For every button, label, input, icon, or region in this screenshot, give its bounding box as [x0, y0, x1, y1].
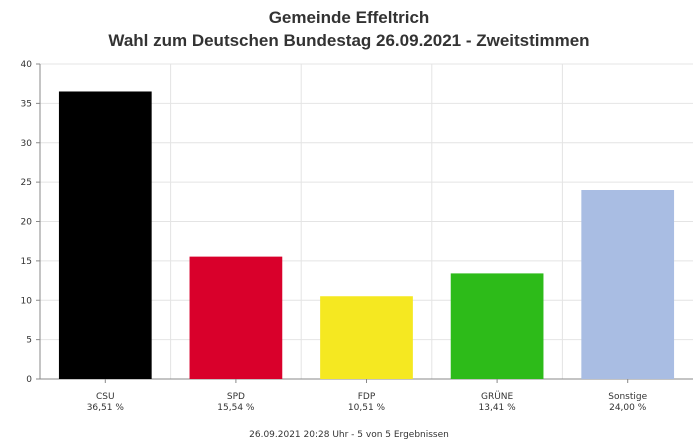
x-tick-label: FDP — [358, 392, 376, 402]
bar-fdp — [320, 296, 413, 379]
x-tick-label: CSU — [96, 392, 115, 402]
y-tick-label: 40 — [21, 60, 33, 70]
bar-percent-label: 36,51 % — [87, 403, 125, 413]
bar-percent-label: 15,54 % — [217, 403, 255, 413]
y-tick-label: 10 — [21, 296, 33, 306]
bar-csu — [58, 91, 152, 379]
y-tick-label: 25 — [21, 178, 32, 188]
chart-title: Gemeinde Effeltrich — [268, 8, 430, 27]
bar-percent-label: 10,51 % — [348, 403, 386, 413]
chart-subtitle: Wahl zum Deutschen Bundestag 26.09.2021 … — [108, 31, 590, 50]
y-tick-label: 5 — [26, 336, 32, 346]
x-tick-label: GRÜNE — [481, 391, 514, 402]
y-tick-label: 0 — [26, 375, 32, 385]
bar-percent-label: 24,00 % — [609, 403, 647, 413]
x-tick-label: Sonstige — [608, 392, 647, 402]
bar-sonstige — [581, 190, 675, 379]
y-tick-label: 35 — [21, 99, 32, 109]
bar-spd — [189, 256, 283, 379]
y-tick-label: 20 — [21, 218, 33, 228]
bar-percent-label: 13,41 % — [479, 403, 517, 413]
x-tick-label: SPD — [227, 392, 245, 402]
y-tick-label: 15 — [21, 257, 32, 267]
chart-footer: 26.09.2021 20:28 Uhr - 5 von 5 Ergebniss… — [249, 430, 449, 440]
y-tick-label: 30 — [21, 139, 33, 149]
bar-gr-ne — [450, 273, 544, 379]
